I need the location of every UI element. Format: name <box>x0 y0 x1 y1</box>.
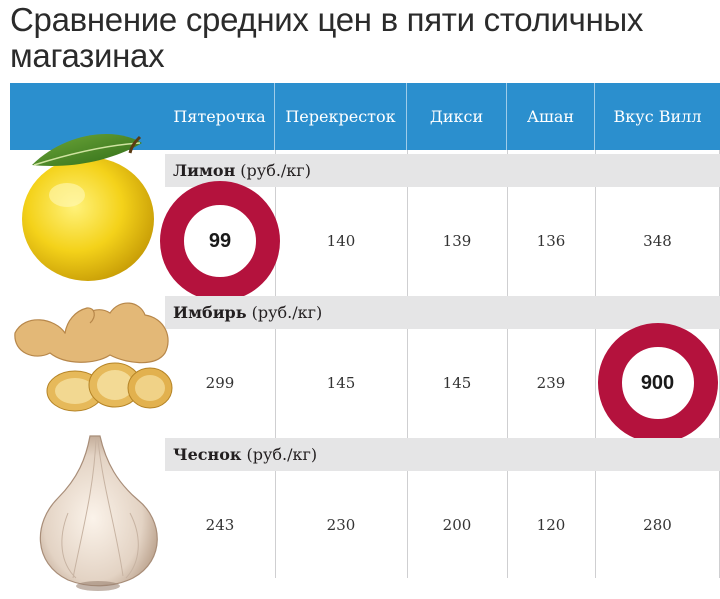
row-name: Чеснок <box>173 445 242 464</box>
table-cell: 243 <box>205 516 235 534</box>
row-label-lemon: Лимон (руб./кг) <box>165 154 720 187</box>
row-unit: (руб./кг) <box>240 161 311 180</box>
table-cell: 230 <box>326 516 356 534</box>
column-header-dixi: Дикси <box>407 83 507 150</box>
row-unit: (руб./кг) <box>246 445 318 464</box>
table-cell: 900 <box>595 323 720 443</box>
highlight-ring: 900 <box>597 323 718 443</box>
row-name: Лимон <box>173 161 236 180</box>
grid-line <box>275 150 276 578</box>
ginger-icon <box>14 302 173 412</box>
grid-line <box>407 150 408 578</box>
table-cell: 99 <box>160 181 280 301</box>
table-cell: 120 <box>536 516 566 534</box>
row-label-ginger: Имбирь (руб./кг) <box>165 296 720 329</box>
column-header-perekrestok: Перекресток <box>275 83 407 150</box>
row-label-garlic: Чеснок (руб./кг) <box>165 438 720 471</box>
table-cell: 139 <box>442 232 472 250</box>
table-cell: 299 <box>205 374 235 392</box>
column-header-vkusvill: Вкус Вилл <box>613 107 702 126</box>
table-cell: 140 <box>326 232 356 250</box>
highlight-ring: 99 <box>160 181 280 301</box>
table-cell: 239 <box>536 374 566 392</box>
grid-line <box>507 150 508 578</box>
lemon-icon <box>22 134 154 281</box>
table-cell: 136 <box>536 232 566 250</box>
page-title: Сравнение средних цен в пяти столичных м… <box>10 1 644 74</box>
table-cell: 145 <box>326 374 356 392</box>
table-cell: 280 <box>643 516 672 534</box>
table-cell: 200 <box>442 516 472 534</box>
table-cell: 145 <box>442 374 472 392</box>
column-header-auchan: Ашан <box>507 83 595 150</box>
column-header-pyaterochka: Пятерочка <box>165 83 275 150</box>
garlic-icon <box>39 435 158 591</box>
row-name: Имбирь <box>173 303 247 322</box>
grid-line <box>595 150 596 578</box>
row-unit: (руб./кг) <box>251 303 323 322</box>
table-cell: 348 <box>643 232 672 250</box>
